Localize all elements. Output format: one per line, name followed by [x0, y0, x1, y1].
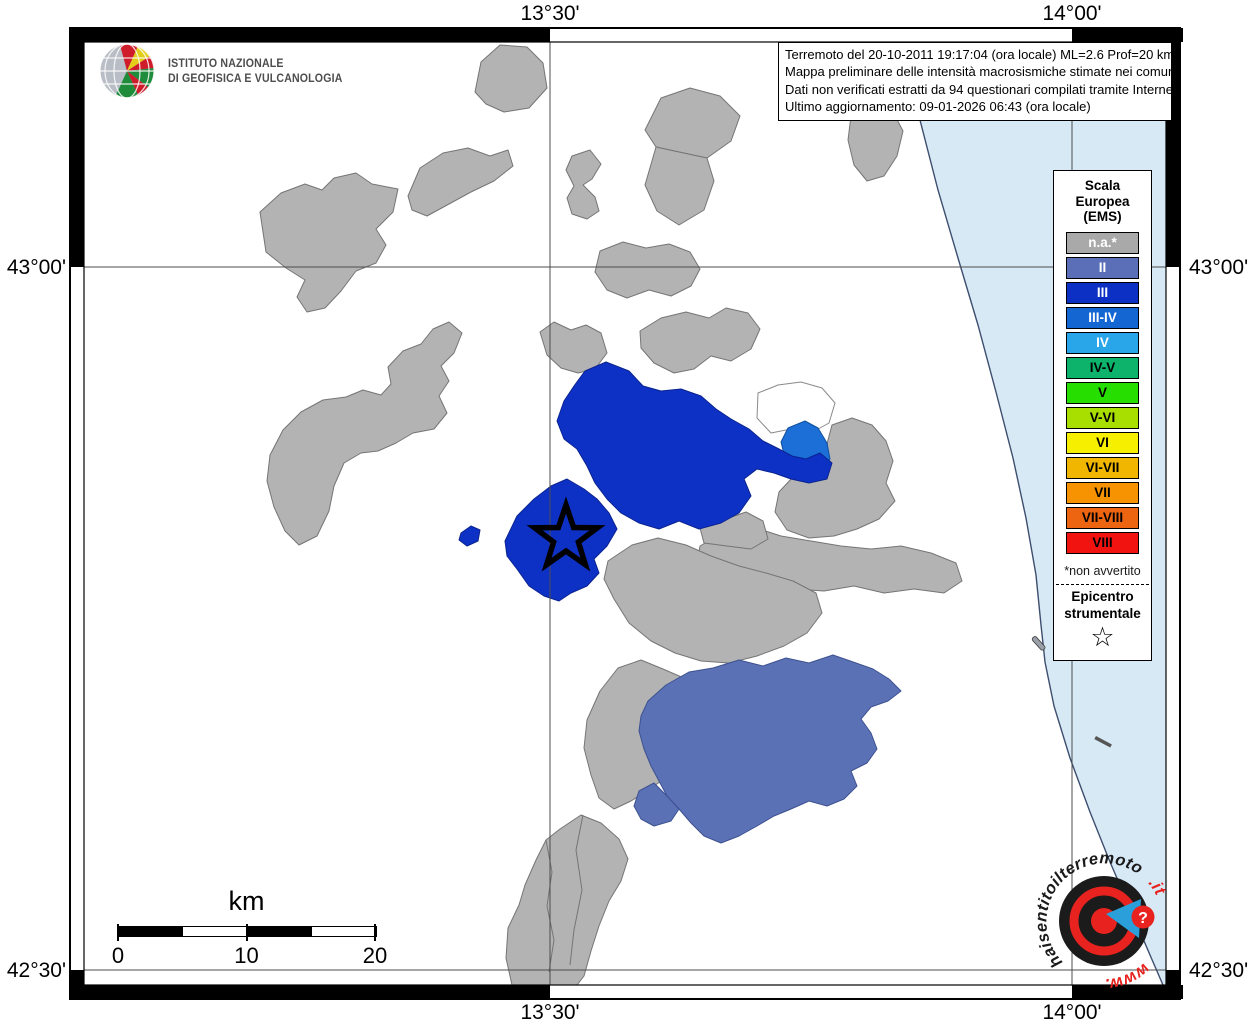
info-line-data-source: Dati non verificati estratti da 94 quest…	[785, 81, 1172, 97]
municipality	[594, 241, 701, 299]
scale-bar-segment	[119, 927, 184, 936]
lat-label-right-4300: 43°00'	[1189, 256, 1249, 279]
municipality	[565, 149, 602, 220]
legend-swatch: IV-V	[1066, 356, 1139, 379]
municipality	[756, 381, 836, 434]
municipality	[504, 478, 618, 602]
legend-swatch: VIII	[1066, 531, 1139, 554]
scale-bar-segment	[247, 927, 312, 936]
scale-bar-track	[118, 926, 377, 937]
scale-bar-segment	[183, 927, 248, 936]
legend-swatch: II	[1066, 256, 1139, 279]
watermark-question-mark: ?	[1138, 910, 1148, 927]
legend-footnote: *non avvertito	[1064, 563, 1141, 578]
epicenter-star	[526, 496, 606, 572]
lon-label-top-1400: 14°00'	[1042, 2, 1102, 25]
epicenter-star-icon: ☆	[1090, 621, 1115, 652]
municipality-border	[569, 814, 584, 966]
lon-label-bottom-1330: 13°30'	[520, 1001, 580, 1024]
info-box: Terremoto del 20-10-2011 19:17:04 (ora l…	[778, 42, 1172, 121]
scale-bar-segment	[311, 927, 376, 936]
legend-item: III	[1054, 281, 1151, 304]
legend-swatch: VII-VIII	[1066, 506, 1139, 529]
epicenter-label: Epicentro strumentale	[1064, 588, 1141, 621]
ingv-logo: ISTITUTO NAZIONALE DI GEOFISICA E VULCAN…	[98, 42, 366, 100]
municipalities-no-data	[259, 44, 963, 986]
institute-name: ISTITUTO NAZIONALE DI GEOFISICA E VULCAN…	[168, 56, 343, 85]
scale-bar: km 0 10 20	[100, 886, 400, 976]
legend-item: IV	[1054, 331, 1151, 354]
municipality	[539, 321, 608, 374]
municipality	[458, 525, 481, 547]
scale-bar-tick	[117, 924, 119, 941]
legend-swatch: III	[1066, 281, 1139, 304]
scale-bar-label: 10	[234, 943, 259, 968]
legend-item: VII-VIII	[1054, 506, 1151, 529]
municipality	[556, 361, 833, 530]
legend-swatch: n.a.*	[1066, 231, 1139, 254]
scale-bar-label: 0	[111, 943, 125, 968]
legend-swatch: VI-VII	[1066, 456, 1139, 479]
legend-swatch: IV	[1066, 331, 1139, 354]
legend-item: IV-V	[1054, 356, 1151, 379]
legend-swatch: V	[1066, 381, 1139, 404]
lat-label-left-4230: 42°30'	[6, 959, 66, 982]
info-line-updated: Ultimo aggiornamento: 09-01-2026 06:43 (…	[785, 99, 1091, 115]
legend-item: III-IV	[1054, 306, 1151, 329]
watermark-question-badge	[1131, 905, 1155, 929]
scale-bar-tick	[245, 924, 248, 941]
legend-swatch: VII	[1066, 481, 1139, 504]
municipality	[639, 307, 761, 374]
scale-bar-title: km	[228, 886, 265, 916]
legend-swatch: III-IV	[1066, 306, 1139, 329]
lat-label-left-4300: 43°00'	[6, 256, 66, 279]
legend-title: Scala Europea (EMS)	[1075, 178, 1130, 224]
breakwater-icon	[1031, 636, 1046, 651]
municipality	[407, 147, 514, 217]
lon-label-top-1330: 13°30'	[520, 2, 580, 25]
municipality	[644, 146, 715, 226]
info-line-map-type: Mappa preliminare delle intensità macros…	[785, 64, 1172, 80]
legend-item: VII	[1054, 481, 1151, 504]
lon-label-bottom-1400: 14°00'	[1042, 1001, 1102, 1024]
breakwater-icon	[1094, 736, 1112, 748]
scale-bar-tick	[374, 924, 376, 941]
legend-item: V-VI	[1054, 406, 1151, 429]
municipality	[474, 44, 548, 113]
coastline	[902, 41, 1164, 986]
legend-swatch: V-VI	[1066, 406, 1139, 429]
legend-swatch: VI	[1066, 431, 1139, 454]
map-frame	[69, 27, 1183, 1000]
legend-divider	[1056, 583, 1149, 585]
municipality	[633, 782, 680, 827]
watermark-cone-icon	[1106, 899, 1141, 938]
scale-bar-label: 20	[362, 943, 388, 968]
legend-item: VI	[1054, 431, 1151, 454]
legend-item: VI-VII	[1054, 456, 1151, 479]
lat-label-right-4230: 42°30'	[1189, 959, 1249, 982]
municipality	[638, 654, 902, 844]
watermark-logo: ? haisentitoilterremoto .it www.	[1032, 849, 1169, 993]
info-line-event: Terremoto del 20-10-2011 19:17:04 (ora l…	[785, 47, 1172, 62]
municipality	[505, 814, 629, 986]
legend-item: VIII	[1054, 531, 1151, 554]
legend-ems: Scala Europea (EMS) n.a.* II III III-IV …	[1053, 170, 1152, 661]
legend-item: n.a.*	[1054, 231, 1151, 254]
legend-item: II	[1054, 256, 1151, 279]
municipality	[603, 537, 823, 664]
legend-item: V	[1054, 381, 1151, 404]
municipality	[259, 172, 399, 313]
ingv-globe-icon	[99, 43, 155, 99]
municipalities-intensity-II	[633, 654, 902, 844]
municipality	[266, 321, 463, 546]
